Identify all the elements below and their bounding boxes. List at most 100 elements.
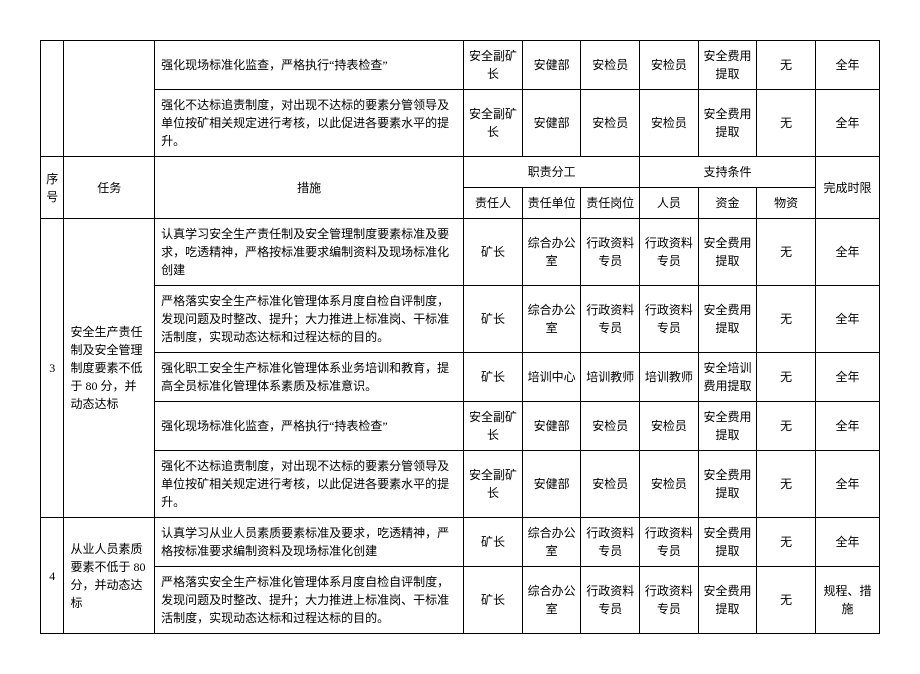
cell-measure: 强化职工安全生产标准化管理体系业务培训和教育，提高全员标准化管理体系素质及标准意…: [155, 353, 464, 402]
cell-measure: 强化不达标追责制度，对出现不达标的要素分管领导及单位按矿相关规定进行考核，以此促…: [155, 90, 464, 157]
header-row-1: 序号 任务 措施 职责分工 支持条件 完成时限: [41, 157, 880, 188]
table-row: 3 安全生产责任制及安全管理制度要素不低于 80 分，并动态达标 认真学习安全生…: [41, 219, 880, 286]
table-row: 严格落实安全生产标准化管理体系月度自检自评制度，发现问题及时整改、提升；大力推进…: [41, 286, 880, 353]
cell-deadline: 全年: [815, 353, 879, 402]
header-duty-group: 职责分工: [464, 157, 640, 188]
cell-measure: 严格落实安全生产标准化管理体系月度自检自评制度，发现问题及时整改、提升；大力推进…: [155, 286, 464, 353]
cell-personnel: 安检员: [640, 41, 699, 90]
cell-material: 无: [757, 518, 816, 567]
table-row: 强化现场标准化监查，严格执行“持表检查” 安全副矿长 安健部 安检员 安检员 安…: [41, 402, 880, 451]
main-table: 强化现场标准化监查，严格执行“持表检查” 安全副矿长 安健部 安检员 安检员 安…: [40, 40, 880, 634]
cell-deadline: 全年: [815, 286, 879, 353]
header-responsible-unit: 责任单位: [522, 188, 581, 219]
cell-post: 安检员: [581, 402, 640, 451]
cell-post: 行政资料专员: [581, 518, 640, 567]
cell-fund: 安全费用提取: [698, 286, 757, 353]
cell-personnel: 行政资料专员: [640, 219, 699, 286]
cell-unit: 综合办公室: [522, 518, 581, 567]
cell-unit: 培训中心: [522, 353, 581, 402]
header-task: 任务: [64, 157, 155, 219]
cell-deadline: 全年: [815, 219, 879, 286]
cell-idx: 3: [41, 219, 64, 518]
cell-material: 无: [757, 402, 816, 451]
cell-post: 行政资料专员: [581, 567, 640, 634]
cell-personnel: 行政资料专员: [640, 567, 699, 634]
cell-fund: 安全费用提取: [698, 567, 757, 634]
cell-material: 无: [757, 90, 816, 157]
cell-personnel: 安检员: [640, 402, 699, 451]
table-row: 强化职工安全生产标准化管理体系业务培训和教育，提高全员标准化管理体系素质及标准意…: [41, 353, 880, 402]
header-responsible-person: 责任人: [464, 188, 523, 219]
cell-measure: 认真学习安全生产责任制及安全管理制度要素标准及要求，吃透精神，严格按标准要求编制…: [155, 219, 464, 286]
cell-personnel: 培训教师: [640, 353, 699, 402]
cell-post: 行政资料专员: [581, 286, 640, 353]
cell-post: 安检员: [581, 451, 640, 518]
cell-unit: 安健部: [522, 41, 581, 90]
cell-measure: 认真学习从业人员素质要素标准及要求，吃透精神，严格按标准要求编制资料及现场标准化…: [155, 518, 464, 567]
cell-person: 矿长: [464, 567, 523, 634]
cell-fund: 安全费用提取: [698, 90, 757, 157]
cell-deadline: 全年: [815, 451, 879, 518]
cell-person: 安全副矿长: [464, 402, 523, 451]
cell-unit: 安健部: [522, 451, 581, 518]
document-table-page: 强化现场标准化监查，严格执行“持表检查” 安全副矿长 安健部 安检员 安检员 安…: [40, 40, 880, 634]
cell-personnel: 行政资料专员: [640, 518, 699, 567]
cell-task-cont: [64, 41, 155, 157]
table-row: 严格落实安全生产标准化管理体系月度自检自评制度，发现问题及时整改、提升；大力推进…: [41, 567, 880, 634]
cell-deadline: 全年: [815, 402, 879, 451]
cell-unit: 综合办公室: [522, 286, 581, 353]
header-fund: 资金: [698, 188, 757, 219]
cell-person: 矿长: [464, 219, 523, 286]
cell-person: 安全副矿长: [464, 90, 523, 157]
cell-personnel: 安检员: [640, 451, 699, 518]
header-measure: 措施: [155, 157, 464, 219]
cell-person: 矿长: [464, 286, 523, 353]
cell-measure: 严格落实安全生产标准化管理体系月度自检自评制度，发现问题及时整改、提升；大力推进…: [155, 567, 464, 634]
header-support-group: 支持条件: [640, 157, 816, 188]
cell-measure: 强化现场标准化监查，严格执行“持表检查”: [155, 402, 464, 451]
cell-fund: 安全费用提取: [698, 451, 757, 518]
cell-personnel: 行政资料专员: [640, 286, 699, 353]
cell-measure: 强化现场标准化监查，严格执行“持表检查”: [155, 41, 464, 90]
cell-personnel: 安检员: [640, 90, 699, 157]
cell-post: 培训教师: [581, 353, 640, 402]
cell-post: 安检员: [581, 90, 640, 157]
cell-deadline: 全年: [815, 90, 879, 157]
cell-fund: 安全费用提取: [698, 518, 757, 567]
cell-person: 安全副矿长: [464, 451, 523, 518]
cell-person: 矿长: [464, 518, 523, 567]
header-seq: 序号: [41, 157, 64, 219]
cell-idx: 4: [41, 518, 64, 634]
cell-idx-cont: [41, 41, 64, 157]
cell-material: 无: [757, 286, 816, 353]
cell-deadline: 全年: [815, 41, 879, 90]
cell-person: 安全副矿长: [464, 41, 523, 90]
header-deadline: 完成时限: [815, 157, 879, 219]
cell-material: 无: [757, 219, 816, 286]
cell-unit: 综合办公室: [522, 567, 581, 634]
header-personnel: 人员: [640, 188, 699, 219]
cell-unit: 综合办公室: [522, 219, 581, 286]
cell-material: 无: [757, 41, 816, 90]
cell-deadline: 全年: [815, 518, 879, 567]
table-row: 强化现场标准化监查，严格执行“持表检查” 安全副矿长 安健部 安检员 安检员 安…: [41, 41, 880, 90]
cell-post: 行政资料专员: [581, 219, 640, 286]
cell-fund: 安全费用提取: [698, 219, 757, 286]
cell-measure: 强化不达标追责制度，对出现不达标的要素分管领导及单位按矿相关规定进行考核，以此促…: [155, 451, 464, 518]
cell-material: 无: [757, 353, 816, 402]
cell-fund: 安全费用提取: [698, 41, 757, 90]
table-row: 强化不达标追责制度，对出现不达标的要素分管领导及单位按矿相关规定进行考核，以此促…: [41, 90, 880, 157]
cell-material: 无: [757, 451, 816, 518]
cell-person: 矿长: [464, 353, 523, 402]
header-material: 物资: [757, 188, 816, 219]
cell-fund: 安全费用提取: [698, 402, 757, 451]
cell-task: 从业人员素质要素不低于 80分，并动态达标: [64, 518, 155, 634]
header-responsible-post: 责任岗位: [581, 188, 640, 219]
table-row: 强化不达标追责制度，对出现不达标的要素分管领导及单位按矿相关规定进行考核，以此促…: [41, 451, 880, 518]
cell-post: 安检员: [581, 41, 640, 90]
cell-fund: 安全培训费用提取: [698, 353, 757, 402]
cell-unit: 安健部: [522, 402, 581, 451]
cell-unit: 安健部: [522, 90, 581, 157]
cell-deadline: 规程、措施: [815, 567, 879, 634]
table-row: 4 从业人员素质要素不低于 80分，并动态达标 认真学习从业人员素质要素标准及要…: [41, 518, 880, 567]
